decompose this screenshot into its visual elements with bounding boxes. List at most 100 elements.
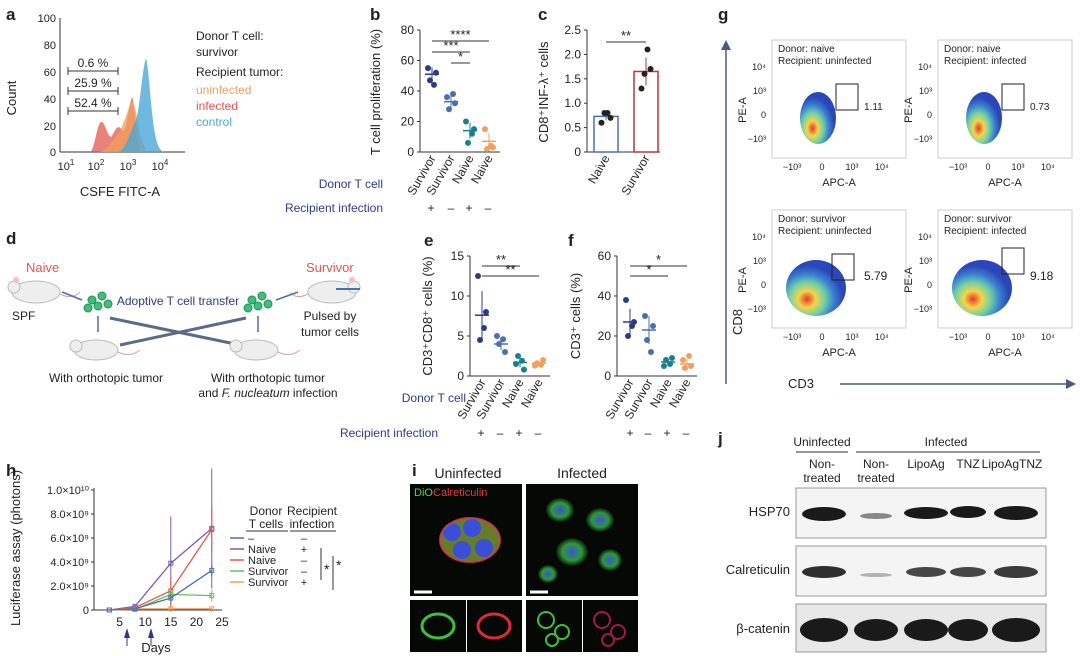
j-uninfected: Uninfected [793,435,850,449]
flow-recipient: Recipient: infected [944,226,1026,237]
e-ytick: 15 [451,249,465,263]
e-point [483,309,489,315]
c-ytick: 1.0 [564,96,581,110]
e-sign: – [497,426,504,440]
flow-gate-value: 0.73 [1030,102,1050,113]
h-legend-name: Survivor [248,566,289,578]
j-infected: Infected [925,435,968,449]
f-point [682,365,688,371]
e-sign: + [515,426,522,440]
panel-letter-g: g [718,5,728,24]
d-spf: SPF [12,309,35,323]
b-sign: – [448,201,455,215]
flow-xtick: 10³ [845,162,858,172]
micrograph-uninfected-cal [467,600,522,652]
f-point [642,313,648,319]
panel-letter-e: e [424,231,433,250]
f-point [623,297,629,303]
c-ylabel: CD8⁺INF-λ⁺ cells [536,41,551,143]
flow-ytick: 10⁴ [752,62,766,72]
lane-label: TNZ [956,457,979,471]
flow-ytick: 0 [927,110,932,120]
flow-ylabel: PE-A [903,97,915,123]
e-sign: – [535,426,542,440]
b-sign: + [465,201,472,215]
h-xtick: 10 [139,615,153,629]
b-point [471,126,477,133]
flow-plot-frame [771,39,907,159]
h-xtick: 20 [190,615,204,629]
h-legend-head: T cells [249,517,283,531]
h-legend-infection: – [301,533,308,545]
flow-ytick: 0 [927,280,932,290]
a-ytick: 80 [44,40,56,52]
h-point [132,606,138,612]
flow-ytick: −10³ [914,304,932,314]
c-ytick: 2.0 [564,47,581,61]
panel-j: j Uninfected Infected Non- treated Non- … [717,429,1047,653]
a-xtick: 101 [58,158,75,173]
c-category: Survivor [618,153,652,198]
h-ytick: 6.0×10⁹ [50,533,89,545]
f-ytick: 60 [598,249,612,263]
e-point [477,337,483,343]
b-point [433,69,439,76]
d-right-caption-2: and F. nucleatum infection [198,386,337,400]
lane-label: LipoAgTNZ [982,457,1043,471]
d-pulsed-2: tumor cells [301,325,359,339]
panel-letter-a: a [6,5,16,24]
h-sig: * [336,557,342,573]
b-recipient-label: Recipient infection [285,201,383,215]
micrograph-infected-cal [583,600,638,652]
b-point [427,77,433,84]
h-legend-head: Recipient [287,504,338,518]
h-xtick: 25 [215,615,229,629]
d-pulsed-1: Pulsed by [304,309,357,323]
h-ytick: 4.0×10⁹ [50,557,89,569]
f-point [667,361,673,367]
h-point [209,606,215,612]
flow-ytick: 10³ [753,86,766,96]
h-ytick: 8.0×10⁹ [50,509,89,521]
h-point [168,606,174,612]
f-point [669,355,675,361]
h-ylabel: Luciferase assay (photons) [8,470,23,626]
flow-gate-value: 1.11 [864,102,883,113]
f-sign: – [645,426,652,440]
c-ytick: 0.5 [564,121,581,135]
flow-xlabel: APC-A [822,347,856,359]
b-point [452,100,458,107]
a-legend-recipient: Recipient tumor: [196,65,283,79]
flow-ytick: −10³ [914,134,932,144]
flow-recipient: Recipient: uninfected [778,56,871,67]
c-point [598,119,605,126]
h-ytick: 0 [83,605,89,617]
e-point [515,353,521,359]
gate-pct: 25.9 % [74,76,112,90]
h-series-line [109,527,213,611]
a-xtick: 104 [152,158,169,173]
d-left-caption: With orthotopic tumor [49,371,163,385]
b-point [465,139,471,146]
flow-xlabel: APC-A [822,177,856,189]
b-point [425,65,431,72]
flow-xtick: 10³ [1011,162,1024,172]
h-ytick: 1.0×10¹⁰ [47,485,90,497]
flow-density [966,92,1002,144]
c-point [638,85,645,92]
flow-xtick: 10³ [845,332,858,342]
b-point [482,126,488,133]
lane-label: LipoAg [907,457,944,471]
gate-pct: 52.4 % [74,96,112,110]
flow-recipient: Recipient: infected [944,56,1026,67]
f-point [680,357,686,363]
h-injection-arrows [124,628,154,646]
flow-ylabel: PE-A [737,267,749,293]
flow-ylabel: PE-A [903,267,915,293]
f-point [686,353,692,359]
h-legend-head: Donor [250,504,283,518]
b-ytick: 40 [401,84,415,98]
micrograph-uninfected-dio [410,600,466,652]
a-ytick: 20 [44,121,56,133]
